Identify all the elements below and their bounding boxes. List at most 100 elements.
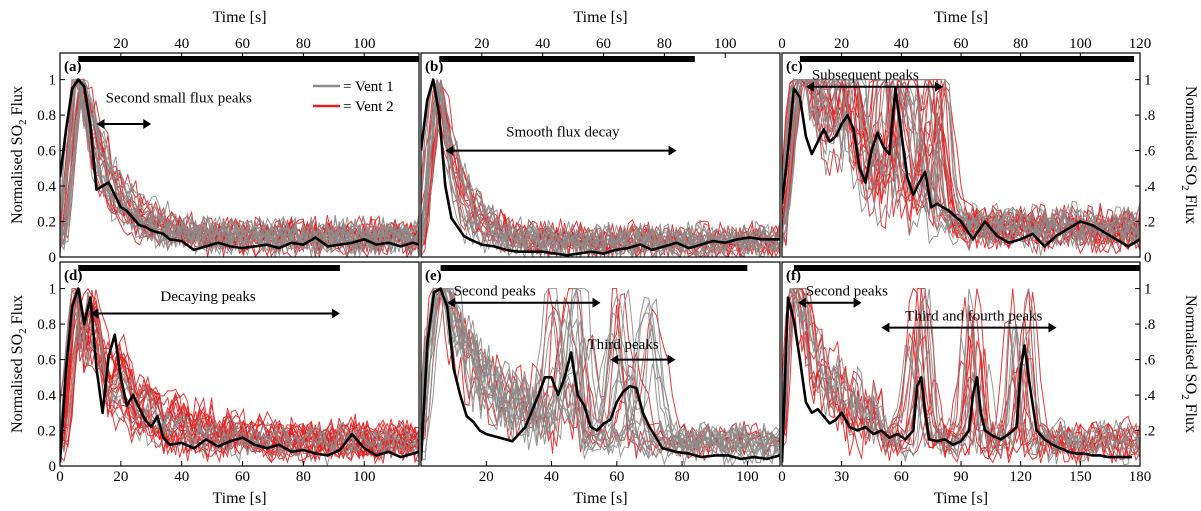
vent2-trace-19 bbox=[60, 288, 419, 447]
panel-frame bbox=[59, 261, 420, 467]
y-tick-label: .4 bbox=[1144, 179, 1156, 195]
plot-area bbox=[60, 287, 419, 466]
x-tick-label: 80 bbox=[1013, 36, 1028, 52]
x-tick-label: 80 bbox=[296, 469, 311, 485]
x-axis-title-bottom: Time [s] bbox=[934, 490, 988, 507]
y-tick-label: 0 bbox=[1144, 250, 1152, 266]
x-tick-label: 80 bbox=[675, 469, 690, 485]
y-axis-title-right-bottom: Normalised SO2 Flux bbox=[1179, 295, 1199, 433]
panel-frame bbox=[59, 52, 420, 258]
x-tick-label: 40 bbox=[535, 36, 550, 52]
x-tick-label: 60 bbox=[894, 469, 909, 485]
y-tick-label: 0.6 bbox=[37, 144, 56, 160]
annotation-text: Smooth flux decay bbox=[506, 124, 620, 140]
x-tick-label: 60 bbox=[235, 36, 250, 52]
vent1-trace-7 bbox=[421, 77, 780, 257]
arrow-head-left bbox=[445, 145, 454, 156]
annotation-text: Second small flux peaks bbox=[106, 91, 252, 107]
vent1-trace-9 bbox=[421, 288, 780, 456]
panel-label: (e) bbox=[425, 268, 442, 284]
vent1-trace-2 bbox=[421, 288, 780, 451]
y-axis-title-left-top: Normalised SO2 Flux bbox=[9, 86, 29, 224]
x-tick-label: 100 bbox=[1069, 36, 1092, 52]
x-tick-label: 30 bbox=[834, 469, 849, 485]
x-tick-label: 80 bbox=[657, 36, 672, 52]
x-tick-label: 90 bbox=[954, 469, 969, 485]
panel-label: (b) bbox=[425, 59, 443, 75]
legend-label: = Vent 2 bbox=[343, 99, 394, 115]
vent1-trace-9 bbox=[421, 93, 780, 257]
panel-a: (a) 20 40 60 80 100 0 0.2 0.4 0.6 0.8 1 Second small… bbox=[37, 36, 420, 266]
vent1-trace-8 bbox=[782, 79, 1140, 235]
y-axis-title-right-top: Normalised SO2 Flux bbox=[1179, 86, 1199, 224]
mean-trace bbox=[421, 78, 780, 257]
annotation-text: Subsequent peaks bbox=[812, 68, 919, 84]
x-tick-label: 150 bbox=[1069, 469, 1092, 485]
x-tick-label: 120 bbox=[1129, 36, 1152, 52]
x-tick-label: 20 bbox=[113, 469, 128, 485]
vent1-trace-12 bbox=[421, 288, 780, 465]
vent1-trace-1 bbox=[60, 288, 419, 454]
duration-bar bbox=[78, 56, 419, 62]
plot-area bbox=[60, 77, 419, 257]
mean-trace bbox=[60, 78, 419, 252]
arrow-head-left bbox=[805, 81, 814, 92]
y-tick-label: 0.6 bbox=[37, 353, 56, 369]
x-tick-label: 120 bbox=[1009, 469, 1032, 485]
vent1-trace-4 bbox=[421, 288, 780, 453]
legend-label: = Vent 1 bbox=[343, 79, 394, 95]
panel-label: (d) bbox=[64, 268, 82, 284]
plot-area bbox=[421, 286, 780, 466]
y-tick-label: .8 bbox=[1144, 108, 1155, 124]
plot-area bbox=[421, 77, 780, 257]
arrow-head-left bbox=[96, 118, 105, 129]
panel-label: (f) bbox=[786, 268, 801, 284]
panel-frame bbox=[420, 52, 781, 258]
x-tick-label: 60 bbox=[596, 36, 611, 52]
y-tick-label: 0.8 bbox=[37, 108, 56, 124]
x-tick-label: 40 bbox=[174, 36, 189, 52]
vent1-trace-11 bbox=[421, 79, 780, 257]
y-tick-label: 0 bbox=[49, 250, 57, 266]
x-tick-label: 20 bbox=[834, 36, 849, 52]
x-tick-label: 20 bbox=[474, 36, 489, 52]
y-tick-label: 0.4 bbox=[37, 179, 56, 195]
duration-bar bbox=[78, 265, 340, 271]
x-tick-label: 20 bbox=[113, 36, 128, 52]
x-tick-label: 0 bbox=[778, 469, 786, 485]
vent1-trace-6 bbox=[421, 287, 780, 461]
vent1-trace-10 bbox=[60, 78, 419, 249]
y-tick-label: 0 bbox=[49, 459, 57, 475]
x-axis-title-top: Time [s] bbox=[212, 9, 266, 26]
x-tick-label: 60 bbox=[954, 36, 969, 52]
x-tick-label: 40 bbox=[544, 469, 559, 485]
y-axis-title-left-bottom: Normalised SO2 Flux bbox=[9, 295, 29, 433]
y-tick-label: .4 bbox=[1144, 388, 1156, 404]
arrow-head-right bbox=[331, 308, 340, 319]
vent1-trace-3 bbox=[60, 313, 419, 466]
y-tick-label: 1 bbox=[1144, 73, 1152, 89]
x-tick-label: 0 bbox=[778, 36, 786, 52]
panel-label: (a) bbox=[64, 59, 82, 75]
y-tick-label: 0.2 bbox=[37, 215, 56, 231]
y-tick-label: 1 bbox=[49, 73, 57, 89]
arrow-head-right bbox=[592, 297, 601, 308]
vent1-trace-11 bbox=[60, 79, 419, 256]
panel-f: (f) 0 30 60 90 120 150 180 .2 .4 .6 .8 1 Second peaks… bbox=[778, 261, 1156, 485]
y-tick-label: 0.4 bbox=[37, 388, 56, 404]
vent1-trace-10 bbox=[782, 78, 1140, 256]
arrow-head-right bbox=[853, 297, 862, 308]
panel-frame bbox=[420, 261, 781, 467]
vent2-trace-11 bbox=[60, 287, 419, 457]
y-tick-label: 0.8 bbox=[37, 317, 56, 333]
vent1-trace-4 bbox=[782, 78, 1140, 246]
vent1-trace-1 bbox=[782, 288, 1140, 462]
x-axis-title-top: Time [s] bbox=[573, 9, 627, 26]
x-tick-label: 0 bbox=[56, 469, 64, 485]
mean-trace bbox=[60, 287, 419, 463]
duration-bar bbox=[793, 265, 1140, 271]
mean-trace bbox=[782, 296, 1132, 463]
y-tick-label: 1 bbox=[1144, 282, 1152, 298]
x-tick-label: 60 bbox=[235, 469, 250, 485]
